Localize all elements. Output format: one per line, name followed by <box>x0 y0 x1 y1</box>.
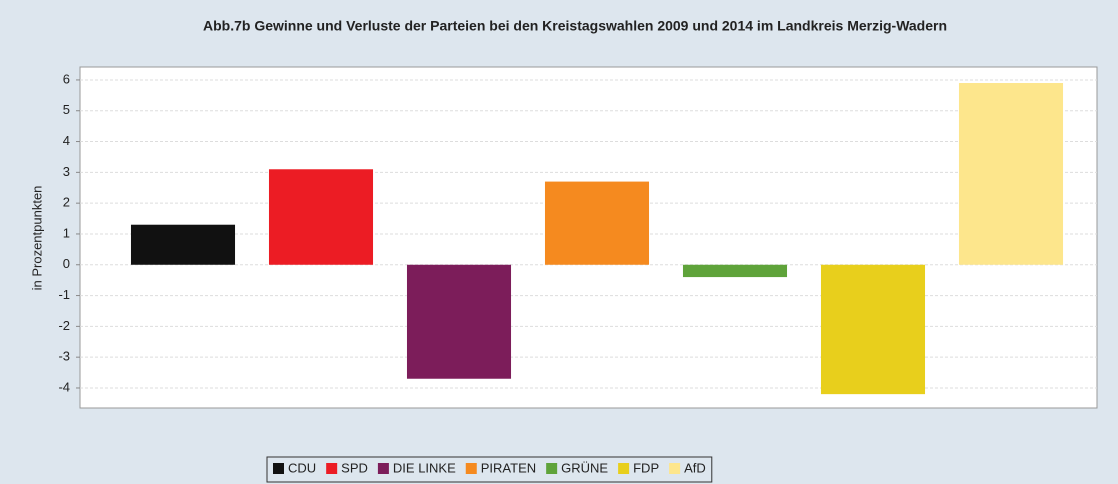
legend-swatch <box>618 463 630 474</box>
legend-label: DIE LINKE <box>393 460 456 475</box>
y-tick-label: 0 <box>63 256 70 271</box>
y-tick-label: -4 <box>58 379 70 394</box>
legend: CDU SPD DIE LINKE PIRATEN GRÜNE FDP AfD <box>266 456 713 483</box>
y-axis-label: in Prozentpunkten <box>29 186 44 291</box>
y-tick-label: 3 <box>63 164 70 179</box>
legend-swatch <box>669 463 681 474</box>
bar <box>820 264 926 395</box>
y-tick-label: 5 <box>63 102 70 117</box>
legend-label: SPD <box>341 460 368 475</box>
chart-title: Abb.7b Gewinne und Verluste der Parteien… <box>203 18 947 34</box>
y-tick-label: -3 <box>58 349 70 364</box>
legend-swatch <box>377 463 389 474</box>
legend-label: FDP <box>633 460 659 475</box>
legend-label: GRÜNE <box>561 460 608 475</box>
y-tick-label: -2 <box>58 318 70 333</box>
y-tick-label: 6 <box>63 71 70 86</box>
y-tick-label: 4 <box>63 133 70 148</box>
legend-swatch <box>465 463 477 474</box>
legend-swatch <box>273 463 284 474</box>
legend-swatch <box>326 463 338 474</box>
legend-box <box>266 456 713 483</box>
y-tick-label: -1 <box>58 287 70 302</box>
bar <box>682 264 788 278</box>
bar <box>268 169 374 265</box>
y-tick-label: 2 <box>63 195 70 210</box>
bar <box>544 181 650 265</box>
legend-label: AfD <box>684 460 706 475</box>
bar <box>958 83 1064 265</box>
bar <box>130 224 236 265</box>
legend-label: PIRATEN <box>481 460 536 475</box>
legend-label: CDU <box>288 460 316 475</box>
bar <box>406 264 512 379</box>
legend-swatch <box>546 463 558 474</box>
y-tick-label: 1 <box>63 225 70 240</box>
